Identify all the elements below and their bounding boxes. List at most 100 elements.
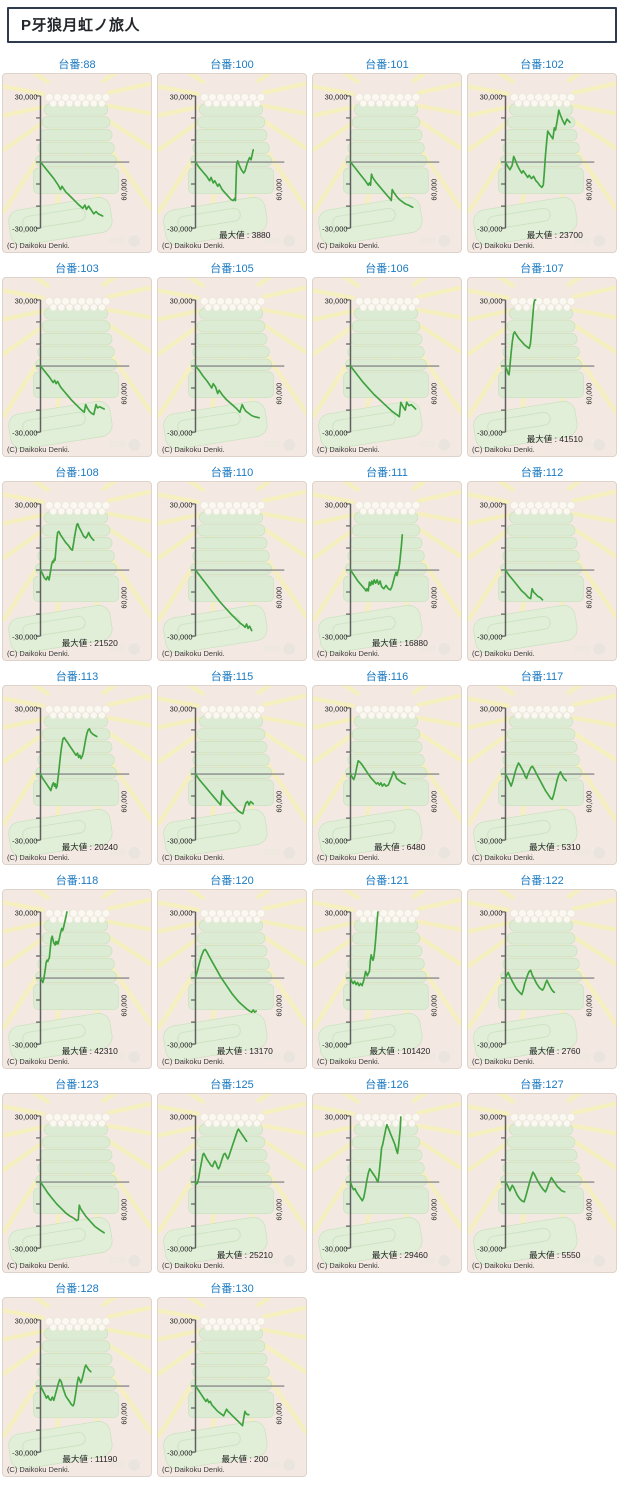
x-axis-label: 60,000: [120, 995, 128, 1017]
machine-cell: 台番:88 30,000 -30,000 60,000 (C) Daikoku …: [2, 59, 152, 253]
machine-number-link[interactable]: 台番:112: [520, 467, 564, 479]
machine-cell: 台番:115 30,000 -30,000 60,000 (C) Daikoku…: [157, 671, 307, 865]
tray-watermark: [318, 1216, 423, 1266]
machine-number-link[interactable]: 台番:123: [55, 1079, 99, 1091]
tray-watermark: [8, 400, 113, 450]
machine-number-link[interactable]: 台番:118: [55, 875, 99, 887]
machine-grid: 台番:88 30,000 -30,000 60,000 (C) Daikoku …: [0, 59, 625, 1483]
machine-watermark: [3, 482, 151, 655]
series-line: [349, 533, 404, 592]
machine-number-link[interactable]: 台番:108: [55, 467, 99, 479]
machine-number-link[interactable]: 台番:130: [210, 1283, 254, 1295]
machine-cell: 台番:128 30,000 -30,000 60,000 最大値 : 11190…: [2, 1283, 152, 1477]
machine-number-link[interactable]: 台番:120: [210, 875, 254, 887]
faint-logo: [264, 1257, 281, 1264]
tray-watermark: [318, 196, 423, 246]
slump-chart: 30,000 -30,000 60,000 最大値 : 23700 (C) Da…: [467, 73, 617, 253]
series-line: [504, 109, 571, 189]
x-axis-label: 60,000: [275, 995, 283, 1017]
sparkles-decoration: [510, 909, 576, 924]
machine-number-link[interactable]: 台番:128: [55, 1283, 99, 1295]
machine-watermark: [158, 1094, 306, 1267]
machine-number-link[interactable]: 台番:121: [365, 875, 409, 887]
machine-number-link[interactable]: 台番:107: [520, 263, 564, 275]
copyright-label: (C) Daikoku Denki.: [317, 445, 380, 454]
tray-watermark: [163, 1012, 268, 1062]
y-axis-max-label: 30,000: [15, 704, 38, 713]
logo-watermark-circle: [283, 1051, 296, 1063]
machine-watermark: [313, 890, 461, 1063]
y-axis-min-label: -30,000: [322, 429, 347, 438]
x-axis-label: 60,000: [430, 383, 438, 405]
copyright-label: (C) Daikoku Denki.: [472, 445, 535, 454]
machine-number-link[interactable]: 台番:105: [210, 263, 254, 275]
logo-watermark-circle: [283, 235, 296, 247]
y-axis-min-label: -30,000: [12, 1449, 37, 1458]
copyright-label: (C) Daikoku Denki.: [472, 1057, 535, 1066]
machine-number-link[interactable]: 台番:106: [365, 263, 409, 275]
faint-logo: [574, 645, 591, 652]
machine-number-link[interactable]: 台番:122: [520, 875, 564, 887]
slump-chart: 30,000 -30,000 60,000 最大値 : 5310 (C) Dai…: [467, 685, 617, 865]
faint-logo: [419, 645, 436, 652]
y-axis-min-label: -30,000: [477, 837, 502, 846]
faint-logo: [109, 237, 126, 244]
sparkles-decoration: [355, 297, 421, 312]
slump-chart: 30,000 -30,000 60,000 最大値 : 101420 (C) D…: [312, 889, 462, 1069]
series-line: [504, 299, 537, 376]
copyright-label: (C) Daikoku Denki.: [162, 1057, 225, 1066]
machine-number-link[interactable]: 台番:127: [520, 1079, 564, 1091]
tray-watermark: [163, 1420, 268, 1470]
series-line: [349, 365, 417, 418]
logo-watermark-circle: [438, 1255, 451, 1267]
y-axis-max-label: 30,000: [15, 92, 38, 101]
machine-cell: 台番:110 30,000 -30,000 60,000 (C) Daikoku…: [157, 467, 307, 661]
machine-cell: 台番:130 30,000 -30,000 60,000 最大値 : 200 (…: [157, 1283, 307, 1477]
series-line: [349, 759, 407, 787]
y-axis-max-label: 30,000: [15, 1316, 38, 1325]
y-axis-max-label: 30,000: [325, 704, 348, 713]
slump-chart: 30,000 -30,000 60,000 (C) Daikoku Denki.: [157, 481, 307, 661]
machine-cell: 台番:102 30,000 -30,000 60,000 最大値 : 23700…: [467, 59, 617, 253]
machine-number-link[interactable]: 台番:102: [520, 59, 564, 71]
x-axis-label: 60,000: [430, 179, 438, 201]
tray-watermark: [473, 604, 578, 654]
slump-chart: 30,000 -30,000 60,000 最大値 : 2760 (C) Dai…: [467, 889, 617, 1069]
copyright-label: (C) Daikoku Denki.: [162, 853, 225, 862]
machine-cell: 台番:105 30,000 -30,000 60,000 (C) Daikoku…: [157, 263, 307, 457]
logo-watermark-circle: [128, 1459, 141, 1471]
y-axis-max-label: 30,000: [170, 500, 193, 509]
slump-chart: 30,000 -30,000 60,000 (C) Daikoku Denki.: [312, 277, 462, 457]
y-axis-ticks: [501, 911, 506, 1045]
slump-chart: 30,000 -30,000 60,000 最大値 : 6480 (C) Dai…: [312, 685, 462, 865]
machine-number-link[interactable]: 台番:125: [210, 1079, 254, 1091]
faint-logo: [574, 441, 591, 448]
machine-number-link[interactable]: 台番:100: [210, 59, 254, 71]
faint-logo: [419, 441, 436, 448]
machine-watermark: [313, 1094, 461, 1267]
max-value-label: 最大値 : 23700: [527, 230, 583, 240]
machine-number-link[interactable]: 台番:88: [58, 59, 96, 71]
machine-cell: 台番:125 30,000 -30,000 60,000 最大値 : 25210…: [157, 1079, 307, 1273]
y-axis-max-label: 30,000: [325, 92, 348, 101]
faint-logo: [574, 237, 591, 244]
machine-cell: 台番:103 30,000 -30,000 60,000 (C) Daikoku…: [2, 263, 152, 457]
machine-number-link[interactable]: 台番:117: [520, 671, 564, 683]
machine-number-link[interactable]: 台番:101: [365, 59, 409, 71]
machine-number-link[interactable]: 台番:126: [365, 1079, 409, 1091]
y-axis-min-label: -30,000: [12, 633, 37, 642]
machine-number-link[interactable]: 台番:113: [55, 671, 99, 683]
machine-number-link[interactable]: 台番:103: [55, 263, 99, 275]
y-axis-min-label: -30,000: [477, 1245, 502, 1254]
max-value-label: 最大値 : 3880: [219, 230, 271, 240]
machine-number-link[interactable]: 台番:116: [365, 671, 409, 683]
machine-number-link[interactable]: 台番:111: [366, 467, 408, 479]
machine-number-link[interactable]: 台番:110: [210, 467, 254, 479]
x-axis-label: 60,000: [430, 1199, 438, 1221]
series-line: [194, 948, 258, 1013]
tray-watermark: [473, 808, 578, 858]
y-axis-max-label: 30,000: [170, 296, 193, 305]
series-line: [504, 969, 556, 996]
copyright-label: (C) Daikoku Denki.: [162, 649, 225, 658]
machine-number-link[interactable]: 台番:115: [210, 671, 254, 683]
